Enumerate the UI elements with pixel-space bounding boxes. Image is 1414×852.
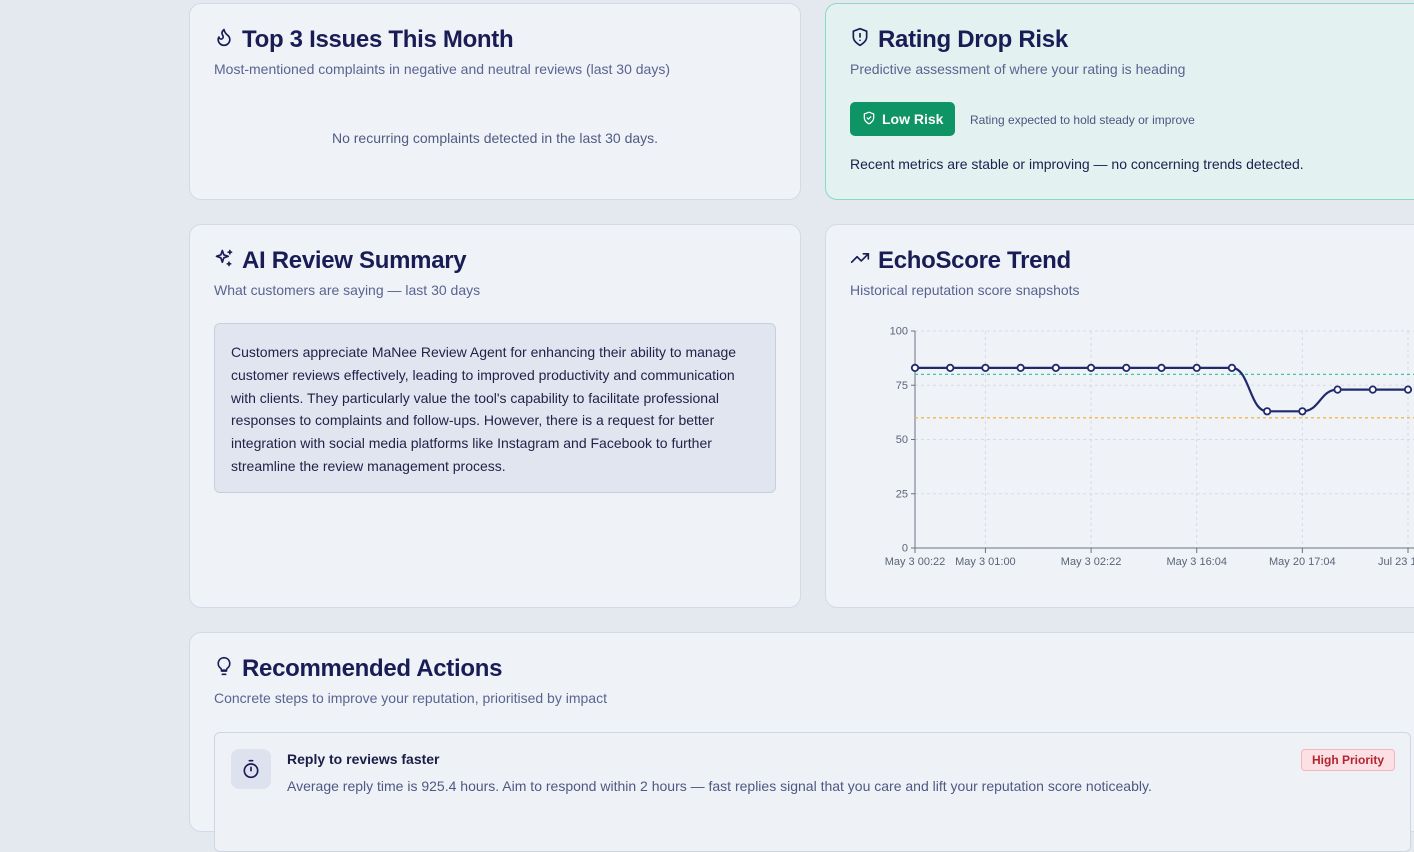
shield-check-icon xyxy=(862,111,876,128)
data-point xyxy=(946,363,955,372)
top-issues-heading: Top 3 Issues This Month xyxy=(214,26,514,54)
top-issues-empty-state: No recurring complaints detected in the … xyxy=(331,130,659,146)
flame-icon xyxy=(214,26,234,54)
echoscore-trend-title: EchoScore Trend xyxy=(878,247,1071,274)
recommended-actions-heading: Recommended Actions xyxy=(214,655,502,683)
data-point xyxy=(1122,363,1131,372)
recommended-actions-subtitle: Concrete steps to improve your reputatio… xyxy=(214,690,607,706)
ai-summary-subtitle: What customers are saying — last 30 days xyxy=(214,282,481,298)
top-issues-title: Top 3 Issues This Month xyxy=(242,26,514,53)
ai-summary-text: Customers appreciate MaNee Review Agent … xyxy=(214,323,776,493)
risk-level-badge: Low Risk xyxy=(850,102,956,136)
data-point xyxy=(1016,363,1025,372)
data-point xyxy=(1368,385,1377,394)
data-point xyxy=(1298,407,1307,416)
top-issues-card: Top 3 Issues This Month Most-mentioned c… xyxy=(189,3,801,200)
data-point xyxy=(1157,363,1166,372)
echoscore-trend-subtitle: Historical reputation score snapshots xyxy=(850,282,1080,298)
y-tick-label: 25 xyxy=(896,488,908,500)
action-description: Average reply time is 925.4 hours. Aim t… xyxy=(287,778,1152,794)
x-tick-label: May 3 01:00 xyxy=(955,556,1016,568)
data-point xyxy=(981,363,990,372)
x-tick-label: May 3 02:22 xyxy=(1061,556,1122,568)
data-point xyxy=(1333,385,1342,394)
recommended-actions-title: Recommended Actions xyxy=(242,655,503,682)
top-issues-subtitle: Most-mentioned complaints in negative an… xyxy=(214,61,671,77)
risk-level-note: Rating expected to hold steady or improv… xyxy=(970,113,1195,127)
recommended-actions-card: Recommended Actions Concrete steps to im… xyxy=(189,632,1414,852)
action-item[interactable]: Reply to reviews faster Average reply ti… xyxy=(214,732,1411,852)
y-tick-label: 0 xyxy=(902,543,908,555)
data-point xyxy=(1192,363,1201,372)
x-tick-label: May 3 16:04 xyxy=(1166,556,1227,568)
risk-level-label: Low Risk xyxy=(882,111,944,127)
ai-summary-card: AI Review Summary What customers are say… xyxy=(189,224,801,608)
data-point xyxy=(1403,385,1413,394)
sparkles-icon xyxy=(214,247,234,275)
ai-summary-heading: AI Review Summary xyxy=(214,247,467,275)
echoscore-line-chart: 0 25 50 75 100 May 3 00:22 May 3 01:00 May 3 02… xyxy=(885,326,1414,568)
echoscore-trend-card: EchoScore Trend Historical reputation sc… xyxy=(825,224,1414,608)
rating-risk-heading: Rating Drop Risk xyxy=(850,26,1068,54)
data-point xyxy=(910,363,920,372)
data-point xyxy=(1051,363,1060,372)
priority-badge: High Priority xyxy=(1301,749,1396,771)
x-tick-label: Jul 23 15:45 xyxy=(1378,556,1414,568)
echoscore-trend-heading: EchoScore Trend xyxy=(850,247,1071,275)
data-point xyxy=(1263,407,1272,416)
data-point xyxy=(1227,363,1237,372)
rating-risk-title: Rating Drop Risk xyxy=(878,26,1068,53)
rating-risk-subtitle: Predictive assessment of where your rati… xyxy=(850,61,1186,77)
ai-summary-title: AI Review Summary xyxy=(242,247,467,274)
y-tick-label: 100 xyxy=(890,326,908,338)
trending-up-icon xyxy=(850,247,870,275)
action-title: Reply to reviews faster xyxy=(287,751,440,767)
data-point xyxy=(1086,363,1096,372)
rating-risk-card: Rating Drop Risk Predictive assessment o… xyxy=(825,3,1414,200)
risk-description: Recent metrics are stable or improving —… xyxy=(850,156,1304,172)
shield-alert-icon xyxy=(850,26,870,54)
y-tick-label: 75 xyxy=(896,380,908,392)
stopwatch-icon xyxy=(231,749,271,789)
lightbulb-icon xyxy=(214,655,234,683)
x-tick-label: May 3 00:22 xyxy=(885,556,946,568)
y-tick-label: 50 xyxy=(896,434,908,446)
x-tick-label: May 20 17:04 xyxy=(1269,556,1336,568)
